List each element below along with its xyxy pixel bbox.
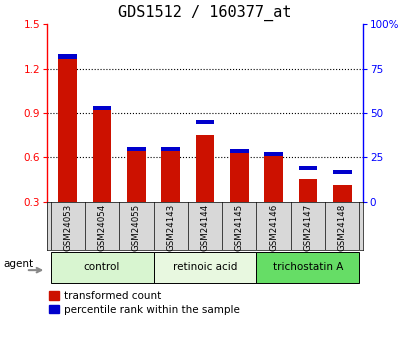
Bar — [298, 166, 317, 170]
Text: GSM24146: GSM24146 — [268, 203, 277, 250]
Text: retinoic acid: retinoic acid — [172, 262, 237, 272]
Bar — [229, 149, 248, 154]
Bar — [332, 170, 351, 174]
Bar — [263, 152, 282, 156]
Legend: transformed count, percentile rank within the sample: transformed count, percentile rank withi… — [49, 291, 239, 315]
Bar — [161, 147, 180, 202]
Text: GSM24054: GSM24054 — [97, 203, 106, 250]
Text: GSM24143: GSM24143 — [166, 203, 175, 250]
Bar — [161, 147, 180, 151]
Bar — [92, 108, 111, 202]
Text: GSM24145: GSM24145 — [234, 203, 243, 250]
Text: control: control — [84, 262, 120, 272]
Text: GSM24144: GSM24144 — [200, 203, 209, 250]
Text: GSM24148: GSM24148 — [337, 203, 346, 250]
Bar — [50, 252, 153, 283]
Text: GSM24055: GSM24055 — [132, 203, 141, 250]
Bar — [195, 120, 214, 124]
Title: GDS1512 / 160377_at: GDS1512 / 160377_at — [118, 5, 291, 21]
Bar — [58, 58, 77, 202]
Bar — [58, 55, 77, 59]
Bar — [332, 185, 351, 202]
Bar — [153, 252, 256, 283]
Text: GSM24053: GSM24053 — [63, 203, 72, 250]
Text: trichostatin A: trichostatin A — [272, 262, 342, 272]
Bar — [256, 252, 359, 283]
Bar — [127, 147, 146, 202]
Text: GSM24147: GSM24147 — [303, 203, 312, 250]
Bar — [263, 152, 282, 202]
Bar — [195, 135, 214, 202]
Text: agent: agent — [4, 259, 34, 269]
Bar — [229, 149, 248, 202]
Bar — [298, 179, 317, 202]
Bar — [127, 147, 146, 151]
Bar — [92, 106, 111, 110]
